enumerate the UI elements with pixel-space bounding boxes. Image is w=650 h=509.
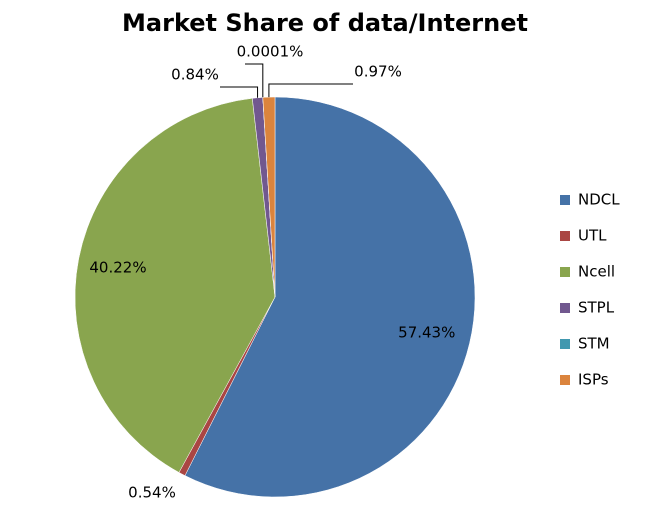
data-label: 40.22% bbox=[89, 259, 146, 277]
data-label: 0.84% bbox=[171, 66, 219, 84]
legend-label: NDCL bbox=[578, 191, 620, 209]
legend-label: ISPs bbox=[578, 371, 609, 389]
data-label: 0.97% bbox=[354, 63, 402, 81]
data-label: 0.54% bbox=[128, 484, 176, 502]
pie-slice bbox=[184, 96, 476, 498]
data-label: 57.43% bbox=[398, 324, 455, 342]
legend-swatch bbox=[560, 195, 570, 205]
leader-line bbox=[268, 83, 353, 98]
legend-label: UTL bbox=[578, 227, 607, 245]
legend-swatch bbox=[560, 375, 570, 385]
legend-swatch bbox=[560, 339, 570, 349]
chart-title: Market Share of data/Internet bbox=[122, 9, 528, 37]
legend-label: Ncell bbox=[578, 263, 615, 281]
legend-label: STPL bbox=[578, 299, 615, 317]
pie-slice bbox=[74, 98, 276, 473]
legend-swatch bbox=[560, 267, 570, 277]
legend-label: STM bbox=[578, 335, 610, 353]
legend-swatch bbox=[560, 231, 570, 241]
leader-line bbox=[220, 86, 259, 98]
legend-swatch bbox=[560, 303, 570, 313]
data-label: 0.0001% bbox=[237, 43, 304, 61]
leader-line bbox=[245, 63, 264, 98]
